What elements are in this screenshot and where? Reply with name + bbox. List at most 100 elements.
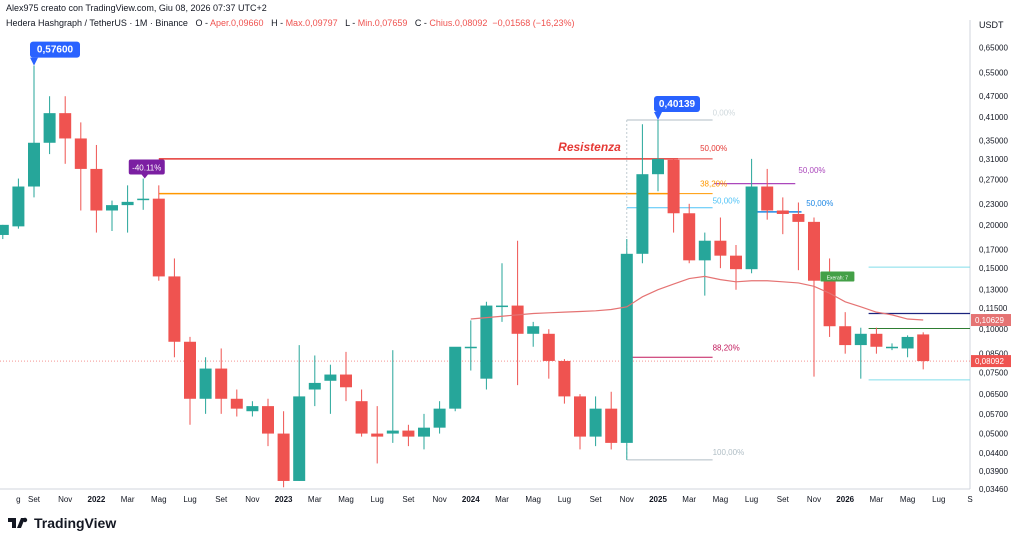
- sma-price-tag-box: [971, 314, 1011, 327]
- green-tag-text: Exerah: 7: [827, 276, 849, 282]
- x-tick-label: S: [967, 495, 972, 504]
- tradingview-footer: TradingView: [8, 515, 116, 531]
- candle-body: [761, 186, 774, 211]
- y-tick-label: 0,11500: [979, 304, 1008, 313]
- x-tick-label: g: [16, 495, 20, 504]
- symbol-name[interactable]: Hedera Hashgraph / TetherUS · 1M · Binan…: [6, 18, 188, 28]
- x-tick-label: 2026: [836, 495, 854, 504]
- drop-tag-text: -40.11%: [132, 164, 161, 173]
- candle-body: [121, 201, 134, 206]
- candle-body: [464, 346, 477, 349]
- x-tick-label: Mar: [308, 495, 322, 504]
- y-tick-label: 0,31000: [979, 155, 1008, 164]
- candle-body: [886, 346, 898, 349]
- candle-body: [371, 433, 384, 437]
- x-tick-label: Lug: [371, 495, 384, 504]
- drop-tag-box: [128, 159, 165, 175]
- x-tick-label: 2025: [649, 495, 667, 504]
- candle-body: [667, 159, 680, 214]
- drop-tag-pointer: [140, 173, 149, 179]
- brand-name: TradingView: [34, 515, 117, 531]
- change-value: −0,01568 (−16,23%): [492, 18, 575, 28]
- y-tick-label: 0,47000: [979, 92, 1008, 101]
- y-axis-unit: USDT: [979, 20, 1004, 30]
- candle-body: [745, 186, 758, 270]
- symbol-info-bar: Hedera Hashgraph / TetherUS · 1M · Binan…: [6, 18, 575, 28]
- candle-body: [917, 334, 930, 362]
- fib-level-label: 50,00%: [798, 166, 825, 175]
- high-2025-callout-box: [654, 95, 700, 112]
- candle-body: [480, 305, 493, 379]
- candle-body: [28, 142, 40, 187]
- candle-body: [839, 326, 852, 346]
- low-value: Min.0,07659: [357, 18, 408, 28]
- candle-body: [636, 174, 649, 254]
- candle-body: [714, 240, 727, 256]
- candle-body: [402, 430, 415, 437]
- ath-callout-pointer: [30, 57, 38, 66]
- high-2025-callout-pointer: [654, 111, 662, 120]
- fib-level-label: 50,00%: [713, 196, 740, 205]
- candle-body: [870, 333, 883, 347]
- y-tick-label: 0,15000: [979, 264, 1008, 273]
- y-tick-label: 0,10000: [979, 325, 1008, 334]
- candle-body: [683, 213, 696, 261]
- fib-level-label: 100,00%: [713, 448, 745, 457]
- y-tick-label: 0,06500: [979, 390, 1008, 399]
- high-label: H: [271, 18, 278, 28]
- high-2025-callout-text: 0,40139: [659, 99, 696, 110]
- low-label: L: [345, 18, 350, 28]
- candlestick-chart[interactable]: USDT 0,65000 0,55000 0,47000 0,41000 0,35000 0…: [0, 0, 1024, 512]
- last-price-tag-box: [971, 355, 1011, 368]
- candle-body: [792, 213, 805, 222]
- candle-body: [652, 158, 664, 175]
- y-tick-label: 0,03460: [979, 485, 1008, 494]
- y-tick-label: 0,65000: [979, 43, 1008, 52]
- x-tick-label: Set: [28, 495, 41, 504]
- candle-body: [386, 430, 399, 434]
- candle-body: [854, 333, 867, 346]
- candle-body: [449, 346, 462, 409]
- candle-body: [823, 278, 836, 327]
- x-tick-label: Set: [590, 495, 603, 504]
- y-tick-label: 0,03900: [979, 467, 1008, 476]
- x-tick-label: Lug: [558, 495, 571, 504]
- candle-body: [277, 433, 290, 481]
- candle-body: [605, 408, 618, 443]
- y-tick-label: 0,20000: [979, 221, 1008, 230]
- candle-body: [808, 221, 820, 281]
- candle-body: [0, 224, 9, 235]
- x-tick-label: Set: [215, 495, 228, 504]
- candle-body: [246, 406, 259, 412]
- candle-body: [542, 333, 555, 361]
- fib-level-label: 50,00%: [806, 199, 833, 208]
- candle-body: [184, 341, 196, 399]
- x-tick-label: Lug: [183, 495, 196, 504]
- x-tick-label: Mag: [151, 495, 167, 504]
- candle-body: [230, 398, 243, 409]
- candle-body: [433, 408, 446, 428]
- x-tick-label: Nov: [58, 495, 72, 504]
- x-tick-label: 2023: [275, 495, 293, 504]
- y-tick-label: 0,55000: [979, 69, 1008, 78]
- x-tick-label: Set: [777, 495, 790, 504]
- fib-level-label: 0,00%: [713, 109, 736, 118]
- x-tick-label: Nov: [432, 495, 446, 504]
- candle-body: [106, 205, 118, 211]
- y-tick-label: 0,41000: [979, 113, 1008, 122]
- x-tick-label: Mag: [900, 495, 916, 504]
- close-value: Chius.0,08092: [429, 18, 488, 28]
- tradingview-logo-icon: [8, 517, 28, 528]
- fib-level-label: 50,00%: [700, 144, 727, 153]
- high-value: Max.0,09797: [285, 18, 338, 28]
- y-tick-label: 0,05700: [979, 410, 1008, 419]
- x-tick-label: Lug: [932, 495, 945, 504]
- candle-body: [558, 360, 571, 397]
- x-tick-label: Mag: [713, 495, 729, 504]
- y-tick-label: 0,27000: [979, 176, 1008, 185]
- candle-body: [262, 406, 274, 434]
- y-tick-label: 0,35000: [979, 137, 1008, 146]
- candle-body: [589, 408, 602, 437]
- candle-body: [574, 396, 586, 437]
- x-tick-label: Mar: [495, 495, 509, 504]
